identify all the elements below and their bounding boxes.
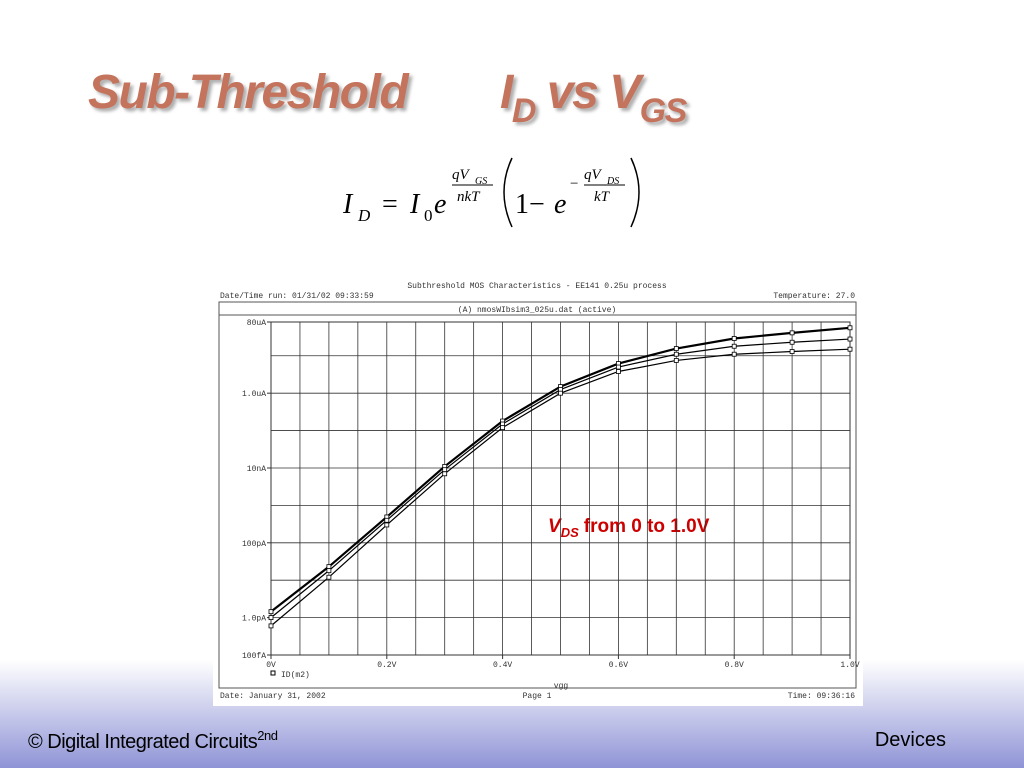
footer-text: © Digital Integrated Circuits [28,731,258,753]
x-tick-label: 0V [266,661,276,670]
title-text: Sub-Threshold [88,66,410,119]
marker [616,369,621,374]
marker [268,609,274,615]
marker [789,330,795,336]
marker [326,568,332,574]
title-sub: GS [640,92,688,130]
y-tick-label: 100pA [242,540,266,549]
chart-panel [213,278,863,706]
eq-text: kT [594,189,611,205]
y-tick-label: 10nA [247,465,266,474]
x-tick-label: 0.4V [493,661,512,670]
x-axis-label: vgg [554,682,569,691]
eq-text: 1− [515,189,545,220]
legend-label: ID(m2) [281,671,310,680]
marker [268,615,274,620]
footer-left: © Digital Integrated Circuits2nd [28,728,278,753]
marker [616,364,621,370]
marker [673,346,679,351]
marker [384,522,390,528]
eq-text: qV [452,167,471,183]
paren [630,157,640,228]
footer-sup: 2nd [257,728,277,743]
eq-text: I [409,189,421,220]
eq-text: e [554,189,566,220]
slide-title: Sub-Threshold ID vs VGS [88,66,688,130]
marker [326,574,332,580]
marker [789,349,795,354]
marker [500,425,506,431]
y-tick-label: 80uA [247,319,266,328]
x-tick-label: 0.2V [377,661,396,670]
chart-title: Subthreshold MOS Characteristics - EE141… [407,282,666,291]
eq-text: = [382,189,398,220]
marker [558,390,563,396]
y-tick-label: 1.0uA [242,390,266,399]
marker [673,351,679,357]
paren [503,157,513,228]
y-tick-label: 100fA [242,652,266,661]
marker [442,467,448,473]
y-tick-label: 1.0pA [242,615,266,624]
x-tick-label: 0.8V [725,661,744,670]
plot-border [270,321,851,656]
marker [442,471,448,477]
annotation-text: DS [561,525,579,540]
annotation: VDS from 0 to 1.0V [548,516,710,540]
eq-text: DS [606,176,619,187]
chart-frame [218,301,857,689]
marker [326,564,332,570]
x-tick-label: 1.0V [840,661,859,670]
marker [384,517,390,523]
eq-text: GS [475,176,487,187]
annotation-text: from 0 to 1.0V [584,516,710,537]
temperature: Temperature: 27.0 [773,292,855,301]
marker [731,336,737,341]
marker [847,346,853,352]
footer-right: Devices [875,729,946,751]
eq-text: e [434,189,446,220]
chart-footer: Date: January 31, 2002 [220,692,326,701]
eq-text: − [570,176,578,192]
marker [789,339,795,345]
eq-text: qV [584,167,603,183]
equation: I D = I 0 e qV GS nkT 1− e − qV DS kT [342,157,640,228]
eq-text: I [342,189,354,220]
eq-text: 0 [424,206,433,225]
eq-text: D [357,206,371,225]
chart-subtitle: (A) nmosWIbsim3_025u.dat (active) [458,306,616,315]
legend-marker [270,670,276,676]
marker [847,336,853,342]
marker [268,623,274,629]
chart-footer: Page 1 [523,692,552,701]
marker [731,343,737,349]
x-tick-label: 0.6V [609,661,628,670]
title-text: vs V [547,66,645,119]
chart-footer: Time: 09:36:16 [788,692,855,701]
marker [731,351,737,357]
annotation-text: V [548,516,562,537]
marker [673,358,679,363]
title-sub: D [512,92,536,130]
marker [847,325,853,331]
chart: Subthreshold MOS Characteristics - EE141… [213,278,863,706]
eq-text: nkT [457,189,481,205]
run-info: Date/Time run: 01/31/02 09:33:59 [220,292,374,301]
